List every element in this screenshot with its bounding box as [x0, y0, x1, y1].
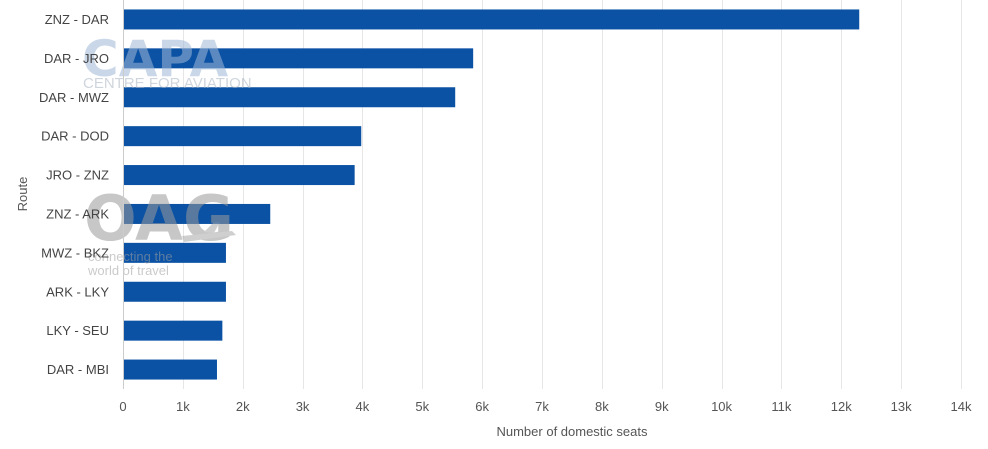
- bar[interactable]: [124, 87, 456, 108]
- category-label: ARK - LKY: [46, 284, 109, 299]
- capa-watermark-tagline: CENTRE FOR AVIATION: [83, 75, 252, 92]
- category-label: DAR - DOD: [41, 129, 109, 144]
- plane-icon: [182, 222, 236, 242]
- x-tick-label: 0: [119, 399, 126, 414]
- category-label: DAR - MWZ: [39, 90, 109, 105]
- category-label: ZNZ - ARK: [46, 206, 109, 221]
- bar[interactable]: [124, 242, 226, 263]
- x-tick-label: 14k: [951, 399, 972, 414]
- bar[interactable]: [124, 126, 362, 147]
- x-tick-label: 6k: [475, 399, 489, 414]
- category-label: ZNZ - DAR: [45, 12, 109, 27]
- x-tick-label: 10k: [711, 399, 732, 414]
- x-tick-label: 3k: [296, 399, 310, 414]
- bar[interactable]: [124, 203, 271, 224]
- x-tick-labels: 0 1k 2k 3k 4k 5k 6k 7k 8k 9k 10k 11k 12k 13k 14k: [119, 399, 972, 414]
- capa-watermark-logo: CAPA: [82, 30, 228, 88]
- x-tick-label: 1k: [176, 399, 190, 414]
- category-label: LKY - SEU: [46, 323, 109, 338]
- bar[interactable]: [124, 48, 474, 69]
- oag-watermark-logo: OAG: [84, 182, 234, 255]
- oag-watermark-line1: connecting the: [88, 249, 173, 264]
- bar[interactable]: [124, 9, 860, 30]
- x-tick-label: 2k: [236, 399, 250, 414]
- bar[interactable]: [124, 359, 217, 380]
- x-tick-label: 4k: [356, 399, 370, 414]
- y-axis-title: Route: [15, 177, 30, 212]
- category-label: DAR - JRO: [44, 51, 109, 66]
- bar[interactable]: [124, 165, 355, 186]
- oag-watermark-line2: world of travel: [87, 263, 169, 278]
- watermarks: CAPA CENTRE FOR AVIATION OAG connecting …: [82, 30, 252, 278]
- x-tick-label: 5k: [415, 399, 429, 414]
- bars: [124, 9, 860, 380]
- gridlines: [183, 0, 962, 389]
- x-tick-label: 12k: [831, 399, 852, 414]
- x-axis-title: Number of domestic seats: [496, 424, 648, 439]
- category-label: DAR - MBI: [47, 362, 109, 377]
- category-label: JRO - ZNZ: [46, 168, 109, 183]
- x-tick-label: 9k: [655, 399, 669, 414]
- bar[interactable]: [124, 320, 223, 341]
- x-tick-label: 13k: [891, 399, 912, 414]
- x-tick-label: 11k: [771, 399, 791, 414]
- category-label: MWZ - BKZ: [41, 245, 109, 260]
- x-tick-label: 7k: [535, 399, 549, 414]
- category-labels: ZNZ - DAR DAR - JRO DAR - MWZ DAR - DOD JRO …: [39, 12, 109, 377]
- bar[interactable]: [124, 281, 226, 302]
- x-tick-label: 8k: [595, 399, 609, 414]
